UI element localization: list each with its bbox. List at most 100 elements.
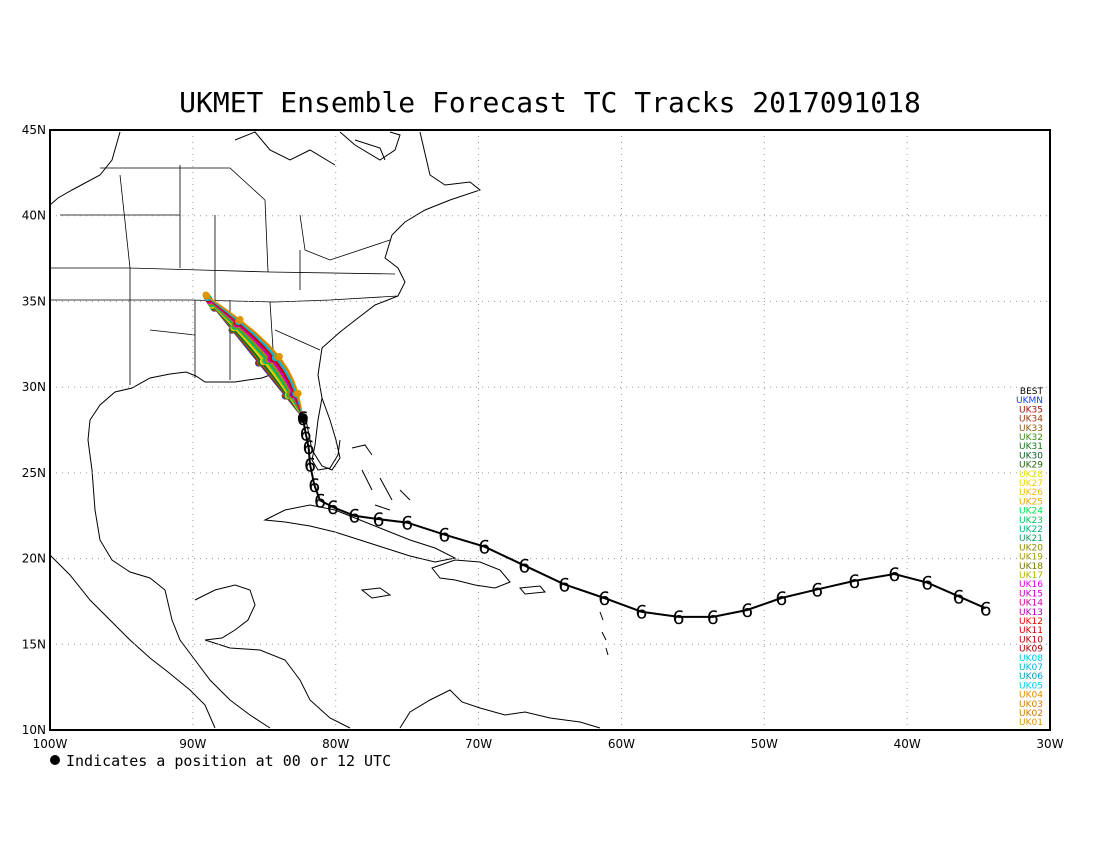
hurricane-symbol: 6 [373,509,385,531]
legend-item: UK03 [1019,700,1043,710]
legend-item: UK02 [1019,709,1043,719]
legend-item: UK05 [1019,681,1043,691]
legend-item: UK06 [1019,672,1043,682]
legend-item: UK34 [1019,415,1043,425]
legend-item: UK29 [1019,461,1043,471]
hurricane-symbol: 6 [478,537,490,559]
puerto-rico-coast [519,585,546,595]
mexico-west-coast [49,554,216,729]
hurricane-symbol: 6 [401,513,413,535]
legend-item: UK25 [1019,497,1043,507]
legend-item: UK08 [1019,654,1043,664]
legend-item: UK19 [1019,553,1043,563]
north-america-coast [49,131,482,729]
best-track-current-position [297,413,308,423]
lesser-antilles [599,611,609,656]
jamaica-coast [360,587,392,599]
lat-tick-label: 20N [22,552,46,566]
legend-item: UK16 [1019,580,1043,590]
lat-tick-label: 35N [22,294,46,308]
legend-item: UK15 [1019,589,1043,599]
land-outlines [49,131,609,729]
ensemble-position-dot [202,291,210,299]
legend-item: UK21 [1019,534,1043,544]
legend-item: UK11 [1019,626,1043,636]
hurricane-symbol: 6 [848,571,860,593]
florida-coast [311,397,341,471]
hurricane-symbol: 6 [558,574,570,596]
lat-tick-label: 30N [22,380,46,394]
hurricane-symbol: 6 [888,564,900,586]
hurricane-symbol: 6 [707,607,719,629]
legend-item: UK28 [1019,470,1043,480]
legend-item: UK31 [1019,442,1043,452]
legend-item: UK27 [1019,479,1043,489]
hispaniola-coast [431,559,511,589]
legend-item: UK24 [1019,507,1043,517]
legend-item: UK13 [1019,608,1043,618]
great-lakes [234,131,386,166]
lat-tick-label: 40N [22,209,46,223]
legend-item: UK26 [1019,488,1043,498]
legend-item: UK33 [1019,424,1043,434]
legend-item: UK32 [1019,433,1043,443]
lon-tick-label: 70W [465,737,492,751]
legend-item: UK09 [1019,645,1043,655]
lon-tick-label: 40W [894,737,921,751]
lat-lon-grid [50,130,1050,730]
footnote-text: Indicates a position at 00 or 12 UTC [66,752,391,770]
legend-item: UKMN [1016,396,1043,406]
hurricane-symbol: 6 [741,600,753,622]
legend-item: UK22 [1019,525,1043,535]
state-borders [50,165,399,385]
legend-item: UK14 [1019,599,1043,609]
central-america-coast [204,639,351,729]
hurricane-symbol: 6 [811,579,823,601]
lon-tick-label: 60W [608,737,635,751]
legend-item: UK18 [1019,562,1043,572]
map-frame [49,129,1051,731]
hurricane-symbol: 6 [300,423,312,445]
ensemble-position-dot [294,389,302,397]
bahamas-islands [351,444,411,511]
legend-item: UK17 [1019,571,1043,581]
hurricane-symbol: 6 [303,437,315,459]
south-america-coast [399,689,601,729]
hurricane-symbol: 6 [327,497,339,519]
lon-tick-label: 100W [33,737,68,751]
hurricane-symbol: 6 [921,573,933,595]
hurricane-symbol: 6 [598,588,610,610]
yucatan-coast [194,584,256,641]
legend-item: UK35 [1019,405,1043,415]
lat-tick-label: 15N [22,637,46,651]
lat-tick-label: 10N [22,723,46,737]
legend-item: UK23 [1019,516,1043,526]
hurricane-symbol: 6 [518,555,530,577]
legend: BESTUKMNUK35UK34UK33UK32UK31UK30UK29UK28… [1016,387,1043,728]
lon-tick-label: 90W [179,737,206,751]
hurricane-symbol: 6 [304,454,316,476]
hurricane-symbol: 6 [314,490,326,512]
axis-labels: 100W 90W 80W 70W 60W 50W 40W 30W 45N 40N 35N 30N 25N… [22,123,1064,751]
legend-item: UK20 [1019,543,1043,553]
map-title: UKMET Ensemble Forecast TC Tracks 201709… [179,86,921,119]
lon-tick-label: 50W [751,737,778,751]
ensemble-position-dot [275,352,283,360]
lon-tick-label: 30W [1036,737,1063,751]
hurricane-symbol: 6 [308,475,320,497]
legend-item: UK07 [1019,663,1043,673]
legend-item: UK12 [1019,617,1043,627]
legend-item: BEST [1020,387,1044,397]
footnote-dot [50,755,60,765]
hurricane-symbol: 6 [635,602,647,624]
hurricane-symbol: 6 [980,598,992,620]
hurricane-symbol: 6 [673,607,685,629]
hurricane-symbol: 6 [953,586,965,608]
hurricane-symbol: 6 [348,506,360,528]
ensemble-position-dot [236,316,244,324]
cuba-coast [263,504,457,563]
hurricane-symbol: 6 [438,525,450,547]
legend-item: UK04 [1019,691,1043,701]
